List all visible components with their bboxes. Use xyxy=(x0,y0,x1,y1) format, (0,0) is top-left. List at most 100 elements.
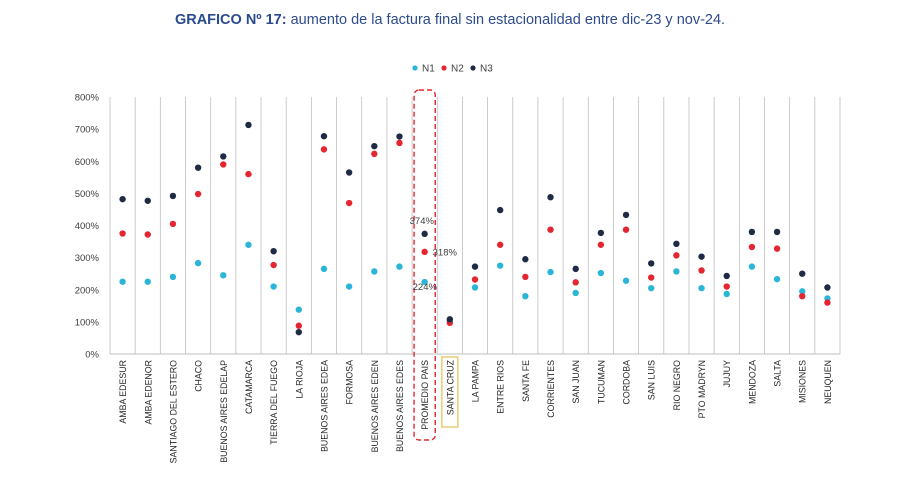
data-label-n1: 224% xyxy=(413,282,438,293)
point-n1 xyxy=(471,284,479,291)
point-n2 xyxy=(622,226,630,233)
x-tick-label: MENDOZA xyxy=(747,360,757,404)
legend-label-n1: N1 xyxy=(422,64,435,75)
point-n1 xyxy=(119,278,126,285)
point-n1 xyxy=(522,292,529,300)
point-n2 xyxy=(320,146,328,153)
point-n2 xyxy=(723,283,730,290)
legend-label-n3: N3 xyxy=(480,64,493,75)
point-n1 xyxy=(572,289,579,297)
point-n1 xyxy=(597,269,605,277)
point-n3 xyxy=(572,265,579,273)
y-tick-label: 700% xyxy=(75,125,100,136)
x-tick-label: BUENOS AIRES EDELAP xyxy=(219,360,229,463)
x-tick-label: AMBA EDENOR xyxy=(143,360,153,425)
x-tick-label: BUENOS AIRES EDES xyxy=(395,360,405,452)
point-n2 xyxy=(572,279,579,286)
chart-title-text: aumento de la factura final sin estacion… xyxy=(286,12,726,28)
y-tick-label: 800% xyxy=(75,93,100,104)
point-n3 xyxy=(119,195,126,203)
y-tick-label: 300% xyxy=(75,253,100,264)
point-n2 xyxy=(144,231,151,238)
data-label-n2: 318% xyxy=(433,247,458,258)
x-tick-label: SAN LUIS xyxy=(647,360,657,400)
point-n1 xyxy=(799,288,806,295)
y-tick-label: 400% xyxy=(75,221,100,232)
point-n3 xyxy=(446,316,454,323)
point-n3 xyxy=(698,253,705,260)
x-tick-label: SALTA xyxy=(773,360,783,387)
chart-title: GRAFICO Nº 17: aumento de la factura fin… xyxy=(0,12,900,28)
point-n3 xyxy=(496,206,504,214)
point-n2 xyxy=(295,322,302,329)
point-n1 xyxy=(245,241,252,248)
x-tick-label: BUENOS AIRES EDEN xyxy=(370,360,380,452)
point-n3 xyxy=(824,284,831,291)
point-n2 xyxy=(194,190,202,198)
point-n1 xyxy=(169,273,177,281)
point-n1 xyxy=(547,268,554,276)
x-tick-label: SANTA CRUZ xyxy=(445,359,455,415)
point-n2 xyxy=(396,139,403,147)
x-tick-label: JUJUY xyxy=(722,360,732,388)
x-tick-label: SAN JUAN xyxy=(571,360,581,404)
legend-marker-n1 xyxy=(412,65,418,71)
point-n1 xyxy=(295,306,302,313)
x-tick-label: ENTRE RIOS xyxy=(496,360,506,414)
y-tick-label: 0% xyxy=(85,350,99,361)
point-n2 xyxy=(799,292,806,300)
point-n1 xyxy=(648,284,655,292)
point-n2 xyxy=(597,241,605,248)
point-n2 xyxy=(270,261,277,269)
point-n1 xyxy=(723,290,730,298)
point-n3 xyxy=(421,230,428,238)
y-tick-label: 200% xyxy=(75,285,100,296)
point-n2 xyxy=(824,299,831,306)
chart-title-prefix: GRAFICO Nº 17: xyxy=(174,12,287,28)
point-n3 xyxy=(371,142,378,150)
x-tick-label: CATAMARCA xyxy=(244,360,254,414)
x-tick-label: CHACO xyxy=(194,360,204,392)
point-n1 xyxy=(194,259,202,267)
point-n3 xyxy=(144,197,151,204)
point-n3 xyxy=(295,328,302,336)
y-tick-label: 600% xyxy=(75,157,100,168)
x-tick-label: SANTIAGO DEL ESTERO xyxy=(168,360,178,463)
point-n3 xyxy=(396,133,403,140)
point-n2 xyxy=(698,267,705,274)
point-n2 xyxy=(119,230,126,237)
point-n3 xyxy=(194,164,202,171)
point-n2 xyxy=(169,220,177,228)
point-n1 xyxy=(220,272,227,279)
x-tick-label: AMBA EDESUR xyxy=(118,360,128,424)
x-tick-label: LA PAMPA xyxy=(471,360,481,402)
point-n3 xyxy=(673,240,680,248)
point-n1 xyxy=(371,268,378,275)
data-label-n3: 374% xyxy=(410,216,435,227)
point-n1 xyxy=(144,278,151,285)
y-tick-label: 100% xyxy=(75,317,100,328)
point-n1 xyxy=(496,262,504,269)
x-tick-label: RIO NEGRO xyxy=(672,360,682,410)
point-n2 xyxy=(648,274,655,281)
x-tick-label: LA RIOJA xyxy=(294,360,304,399)
point-n3 xyxy=(799,270,806,277)
point-n2 xyxy=(471,276,479,283)
point-n1 xyxy=(396,263,403,270)
point-n1 xyxy=(748,263,756,270)
x-tick-label: SANTA FE xyxy=(521,360,531,402)
x-tick-label: NEUQUEN xyxy=(823,360,833,404)
x-tick-label: FORMOSA xyxy=(345,360,355,405)
point-n3 xyxy=(270,248,277,255)
point-n1 xyxy=(698,284,705,292)
point-n2 xyxy=(371,150,378,158)
point-n1 xyxy=(345,283,353,290)
point-n2 xyxy=(547,226,554,233)
legend-label-n2: N2 xyxy=(451,64,464,75)
point-n3 xyxy=(597,229,605,237)
point-n1 xyxy=(320,265,328,273)
point-n3 xyxy=(220,153,227,160)
point-n2 xyxy=(345,199,353,207)
highlight-promedio-box xyxy=(413,89,436,441)
